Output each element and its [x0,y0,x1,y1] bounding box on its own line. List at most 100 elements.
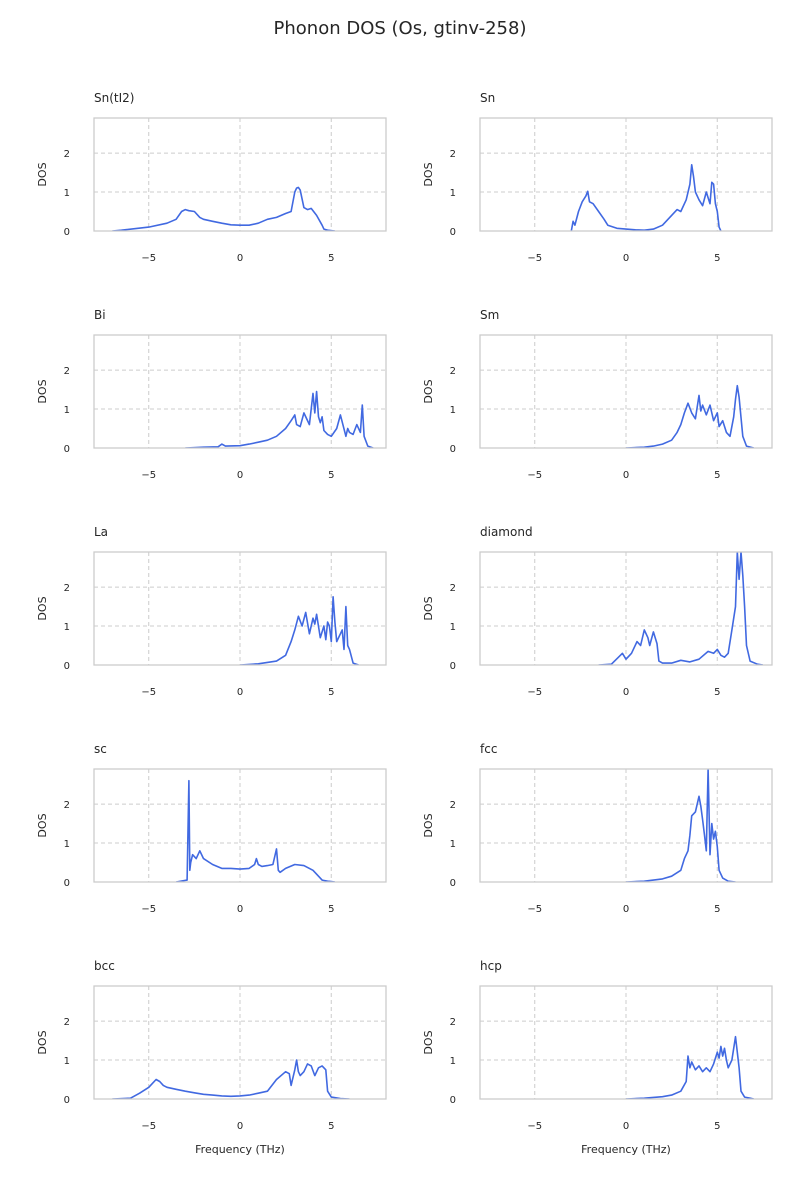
subplot-title: fcc [480,742,497,756]
subplot-title: Sn(tI2) [94,91,134,105]
x-tick-label: 5 [328,1121,334,1132]
x-tick-label: 0 [237,470,243,481]
x-tick-label: −5 [527,687,542,698]
y-tick-label: 2 [64,583,70,594]
y-axis-label: DOS [36,596,49,620]
subplot-3: Bi −5 0 5 0 1 2 DOS [36,308,387,481]
dos-line [175,779,335,882]
y-tick-label: 0 [450,227,456,238]
x-tick-label: 0 [623,470,629,481]
y-tick-label: 2 [64,800,70,811]
x-tick-label: 5 [714,1121,720,1132]
subplot-8: fcc −5 0 5 0 1 2 DOS [422,742,773,915]
x-tick-label: −5 [527,1121,542,1132]
x-axis-label: Frequency (THz) [581,1143,671,1156]
x-tick-label: 5 [328,687,334,698]
y-tick-label: 2 [64,1017,70,1028]
x-tick-label: 0 [623,687,629,698]
subplot-5: La −5 0 5 0 1 2 DOS [36,525,387,698]
plot-frame [93,768,387,883]
x-tick-label: 0 [623,904,629,915]
y-tick-label: 1 [450,622,456,633]
y-axis-label: DOS [36,813,49,837]
plot-frame [479,117,773,232]
x-tick-label: −5 [141,253,156,264]
x-tick-label: −5 [141,470,156,481]
y-tick-label: 1 [450,1056,456,1067]
x-tick-label: 0 [237,1121,243,1132]
subplot-6: diamond −5 0 5 0 1 2 DOS [422,525,773,698]
x-tick-label: −5 [527,253,542,264]
x-tick-label: 5 [714,470,720,481]
subplot-title: bcc [94,959,115,973]
y-axis-label: DOS [36,379,49,403]
dos-line [239,595,359,665]
x-tick-label: 0 [623,1121,629,1132]
subplot-10: hcp −5 0 5 0 1 2 DOS Frequency (THz) [422,959,773,1156]
subplot-2: Sn −5 0 5 0 1 2 DOS [422,91,773,264]
y-tick-label: 0 [64,444,70,455]
y-tick-label: 0 [450,1095,456,1106]
y-tick-label: 2 [64,149,70,160]
x-tick-label: 5 [328,253,334,264]
subplot-title: Sn [480,91,495,105]
plot-frame [479,768,773,883]
x-tick-label: 0 [237,904,243,915]
subplot-title: hcp [480,959,502,973]
x-tick-label: −5 [527,470,542,481]
subplot-7: sc −5 0 5 0 1 2 DOS [36,742,387,915]
y-tick-label: 2 [64,366,70,377]
x-tick-label: −5 [527,904,542,915]
y-axis-label: DOS [422,379,435,403]
y-tick-label: 2 [450,1017,456,1028]
y-tick-label: 1 [64,1056,70,1067]
subplot-title: Bi [94,308,106,322]
x-tick-label: 0 [237,687,243,698]
plot-frame [479,551,773,666]
y-tick-label: 1 [64,188,70,199]
y-tick-label: 1 [64,405,70,416]
x-tick-label: −5 [141,687,156,698]
y-tick-label: 0 [64,661,70,672]
y-tick-label: 2 [450,800,456,811]
x-tick-label: 5 [328,904,334,915]
x-tick-label: 5 [328,470,334,481]
x-tick-label: 5 [714,253,720,264]
y-tick-label: 1 [64,622,70,633]
subplot-title: La [94,525,108,539]
y-tick-label: 2 [450,366,456,377]
subplot-title: sc [94,742,107,756]
dos-line [185,390,374,448]
x-tick-label: 5 [714,904,720,915]
y-axis-label: DOS [36,1030,49,1054]
y-tick-label: 0 [64,1095,70,1106]
y-tick-label: 1 [450,405,456,416]
plot-frame [479,334,773,449]
dos-line [112,186,335,231]
plot-frame [93,551,387,666]
subplot-title: Sm [480,308,499,322]
y-axis-label: DOS [422,813,435,837]
y-axis-label: DOS [422,596,435,620]
y-tick-label: 0 [450,661,456,672]
x-tick-label: −5 [141,1121,156,1132]
y-axis-label: DOS [422,1030,435,1054]
y-axis-label: DOS [36,162,49,186]
dos-line [625,769,736,882]
y-tick-label: 0 [64,878,70,889]
y-tick-label: 0 [64,227,70,238]
y-axis-label: DOS [422,162,435,186]
plot-frame [479,985,773,1100]
subplot-9: bcc −5 0 5 0 1 2 DOS Frequency (THz) [36,959,387,1156]
dos-line [625,384,755,448]
y-tick-label: 2 [450,583,456,594]
x-axis-label: Frequency (THz) [195,1143,285,1156]
subplot-4: Sm −5 0 5 0 1 2 DOS [422,308,773,481]
y-tick-label: 2 [450,149,456,160]
dos-line [112,1059,350,1099]
x-tick-label: 0 [623,253,629,264]
plot-frame [93,334,387,449]
y-tick-label: 1 [450,839,456,850]
x-tick-label: 5 [714,687,720,698]
